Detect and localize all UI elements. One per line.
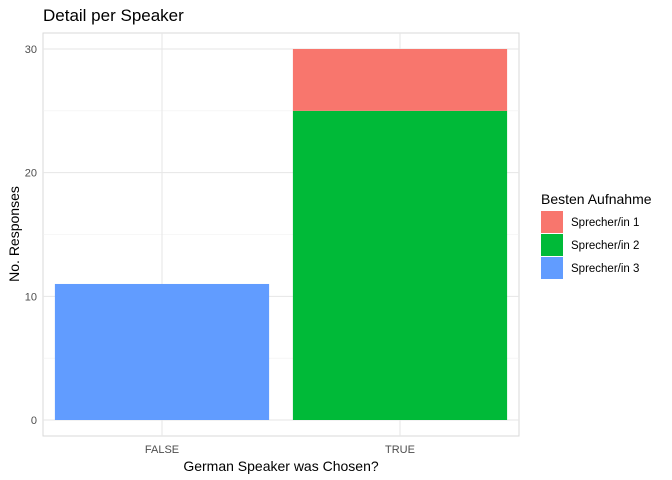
y-axis-title: No. Responses [6,186,22,282]
x-axis-title: German Speaker was Chosen? [183,458,379,474]
chart-title: Detail per Speaker [43,6,184,25]
bars [54,49,508,420]
y-tick-label: 30 [25,44,37,56]
y-tick-labels: 0 10 20 30 [25,44,37,427]
legend-swatch [541,257,563,279]
legend-swatch [541,211,563,233]
legend-label: Sprecher/in 2 [571,240,639,252]
y-tick-label: 10 [25,291,37,303]
legend-label: Sprecher/in 3 [571,263,639,275]
y-tick-label: 20 [25,168,37,180]
legend-items: Sprecher/in 1 Sprecher/in 2 Sprecher/in 3 [541,211,639,279]
legend-label: Sprecher/in 1 [571,217,639,229]
y-tick-label: 0 [31,415,37,427]
x-tick-labels: FALSE TRUE [145,444,415,456]
legend-swatch [541,234,563,256]
plot-area: 0 10 20 30 FALSE TRUE [25,32,520,456]
legend-title: Besten Aufnahme [541,191,652,207]
x-tick-label: FALSE [145,444,179,456]
bar-segment [292,49,508,111]
legend: Besten Aufnahme Sprecher/in 1Sprecher/in… [541,191,652,279]
bar-segment [292,110,508,420]
x-tick-label: TRUE [385,444,415,456]
bar-segment [54,283,270,420]
